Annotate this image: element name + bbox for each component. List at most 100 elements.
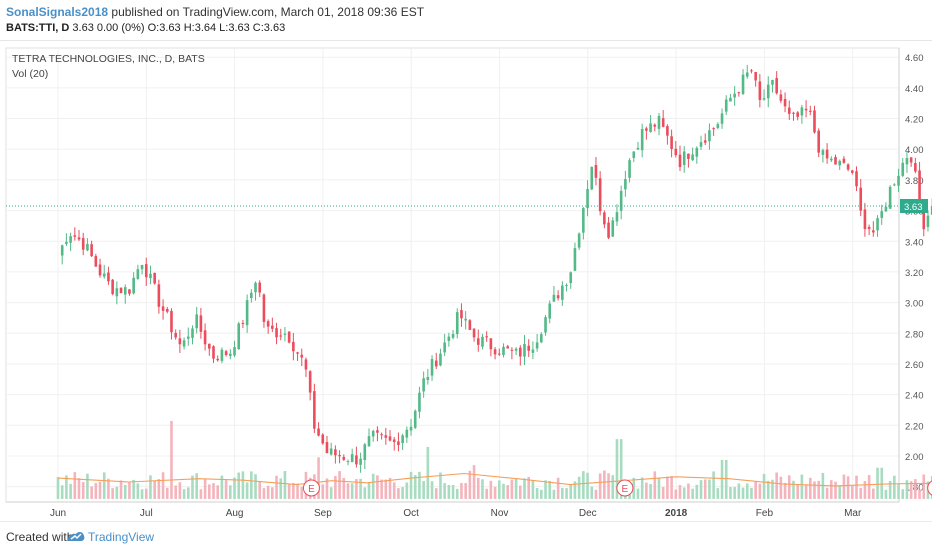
volume-bar (716, 488, 720, 499)
volume-bar (443, 483, 446, 499)
candle-body (531, 349, 535, 353)
candle-body (174, 332, 177, 338)
candle-body (334, 449, 337, 456)
candle-body (649, 123, 652, 132)
volume-bar (552, 489, 556, 499)
volume-bar (670, 476, 673, 499)
volume-bar (77, 478, 81, 499)
candle-body (905, 158, 909, 165)
candle-body (207, 343, 211, 349)
candle-body (510, 349, 514, 351)
volume-bar (186, 487, 190, 499)
candle-body (624, 179, 627, 190)
candle-body (603, 212, 606, 225)
candle-body (863, 209, 867, 230)
volume-bar (325, 478, 329, 499)
candle-body (796, 112, 799, 117)
volume-label: Vol (20) (12, 68, 48, 80)
candle-body (182, 340, 186, 347)
volume-bar (771, 479, 774, 499)
candle-body (308, 371, 312, 393)
volume-bar (611, 475, 615, 499)
volume-bar (405, 482, 409, 499)
candle-body (548, 303, 552, 319)
volume-bar (380, 479, 383, 499)
candle-body (418, 392, 421, 412)
volume-bar (86, 473, 89, 499)
volume-bar (182, 489, 186, 499)
candle-body (342, 456, 346, 460)
tradingview-logo-icon[interactable] (66, 528, 86, 544)
y-tick-label: 4.60 (905, 53, 924, 64)
candle-body (140, 265, 144, 270)
y-tick-label: 4.20 (905, 115, 924, 126)
volume-bar (535, 488, 539, 499)
candle-body (674, 148, 678, 156)
candle-body (897, 175, 900, 186)
volume-bar (90, 486, 93, 499)
volume-bar (518, 485, 522, 499)
quote-values: 3.63 0.00 (0%) O:3.63 H:3.64 L:3.63 C:3.… (72, 22, 286, 34)
candle-body (535, 342, 539, 349)
candle-body (909, 157, 913, 163)
candle-body (695, 147, 699, 157)
volume-bar (216, 485, 220, 499)
candle-body (733, 93, 736, 98)
volume-bar (674, 489, 678, 499)
candle-body (430, 359, 434, 376)
chart-area[interactable]: 1.802.002.202.402.602.803.003.203.403.60… (0, 40, 932, 520)
candle-body (544, 317, 547, 333)
candle-body (359, 458, 362, 465)
candle-body (800, 107, 804, 116)
volume-bar (401, 487, 404, 499)
candle-body (846, 164, 850, 170)
candle-body (409, 426, 413, 431)
candle-body (304, 359, 308, 370)
y-tick-label: 2.80 (905, 329, 924, 340)
candle-body (884, 206, 888, 212)
candle-body (594, 165, 598, 178)
candle-body (628, 160, 631, 178)
volume-bar (321, 484, 325, 499)
volume-bar (796, 484, 799, 499)
volume-bar (371, 473, 375, 499)
candle-body (107, 272, 110, 282)
candle-body (392, 439, 396, 443)
candle-body (750, 70, 753, 72)
candle-body (283, 333, 287, 335)
volume-bar (212, 483, 215, 499)
candle-body (657, 116, 661, 129)
author-link[interactable]: SonalSignals2018 (6, 5, 109, 19)
candle-body (86, 243, 89, 251)
candle-body (561, 285, 564, 300)
volume-bar (165, 487, 169, 499)
candle-body (514, 348, 518, 351)
volume-bar (409, 471, 413, 499)
volume-bar (111, 488, 114, 499)
candle-body (300, 354, 304, 358)
candle-body (384, 435, 388, 438)
volume-bar (531, 480, 535, 499)
candle-body (186, 336, 190, 339)
candle-body (422, 378, 425, 392)
volume-bar (691, 488, 694, 499)
volume-bar (413, 475, 417, 499)
volume-bar (825, 487, 829, 499)
volume-bar (893, 475, 896, 499)
volume-bar (119, 480, 123, 499)
candle-body (922, 203, 926, 230)
candle-body (203, 330, 207, 345)
volume-bar (287, 484, 291, 499)
candle-body (754, 71, 757, 81)
candle-body (670, 136, 673, 149)
candle-body (893, 184, 896, 186)
volume-bar (140, 489, 144, 499)
volume-bar (737, 483, 741, 499)
x-tick-label: Jul (140, 508, 153, 519)
candle-body (165, 308, 169, 312)
volume-bar (258, 481, 262, 499)
candle-body (363, 444, 367, 461)
tradingview-brand[interactable]: TradingView (88, 530, 155, 544)
candlestick-chart[interactable]: 1.802.002.202.402.602.803.003.203.403.60… (0, 40, 932, 520)
volume-bar (653, 471, 657, 499)
